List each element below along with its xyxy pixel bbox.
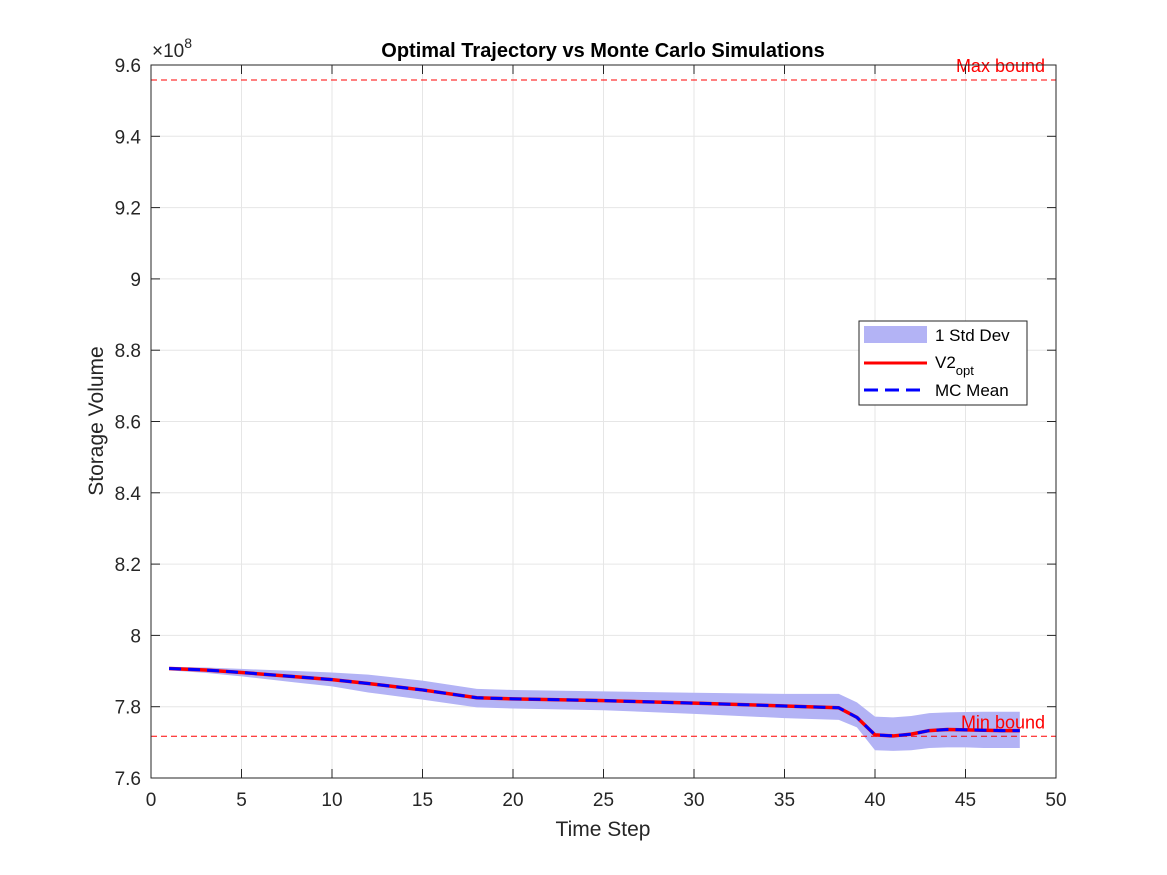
legend-label-mean: MC Mean (935, 381, 1009, 400)
mc-mean-line (169, 667, 1020, 738)
x-tick-label: 40 (864, 790, 885, 811)
legend-label-optimal: V2opt (935, 353, 974, 378)
y-axis-ticks: 7.6 7.8 8 8.2 8.4 8.6 8.8 9 9.2 9.4 9.6 (115, 56, 1056, 790)
y-axis-label: Storage Volume (85, 346, 108, 495)
y-tick-label: 7.6 (115, 769, 141, 790)
legend-swatch-band (864, 326, 927, 343)
x-tick-label: 45 (955, 790, 976, 811)
x-axis-ticks: 0 5 10 15 20 25 30 35 40 45 50 (146, 65, 1067, 811)
x-tick-label: 20 (502, 790, 523, 811)
legend-label-band: 1 Std Dev (935, 326, 1010, 345)
x-tick-label: 25 (593, 790, 614, 811)
max-bound-label: Max bound (956, 56, 1045, 76)
min-bound-label: Min bound (961, 712, 1045, 732)
y-tick-label: 9.6 (115, 56, 141, 77)
x-tick-label: 15 (412, 790, 433, 811)
y-tick-label: 7.8 (115, 698, 141, 719)
x-tick-label: 50 (1045, 790, 1066, 811)
x-tick-label: 10 (321, 790, 342, 811)
y-tick-label: 9.2 (115, 199, 141, 220)
chart-title: Optimal Trajectory vs Monte Carlo Simula… (381, 40, 824, 62)
legend-label-optimal-sub: opt (956, 363, 974, 378)
series-lines (169, 666, 1020, 738)
x-tick-label: 0 (146, 790, 157, 811)
y-tick-label: 8.2 (115, 555, 141, 576)
y-tick-label: 9 (130, 270, 141, 291)
y-exponent-multiplier: ×108 (152, 35, 192, 62)
x-tick-label: 30 (683, 790, 704, 811)
y-tick-label: 8 (130, 626, 141, 647)
y-tick-label: 8.6 (115, 413, 141, 434)
x-tick-label: 35 (774, 790, 795, 811)
x-tick-label: 5 (236, 790, 247, 811)
legend: 1 Std Dev V2opt MC Mean (858, 320, 1028, 406)
x-axis-label: Time Step (556, 818, 651, 841)
std-dev-band (169, 666, 1020, 751)
y-tick-label: 8.8 (115, 341, 141, 362)
y-exponent-base: ×10 (152, 41, 184, 62)
y-tick-label: 8.4 (115, 484, 142, 505)
grid (151, 65, 1056, 778)
y-exponent-power: 8 (184, 35, 192, 51)
y-tick-label: 9.4 (115, 127, 142, 148)
band-layer (169, 666, 1020, 751)
reference-lines: Max bound Min bound (151, 56, 1056, 737)
legend-label-optimal-main: V2 (935, 353, 956, 372)
